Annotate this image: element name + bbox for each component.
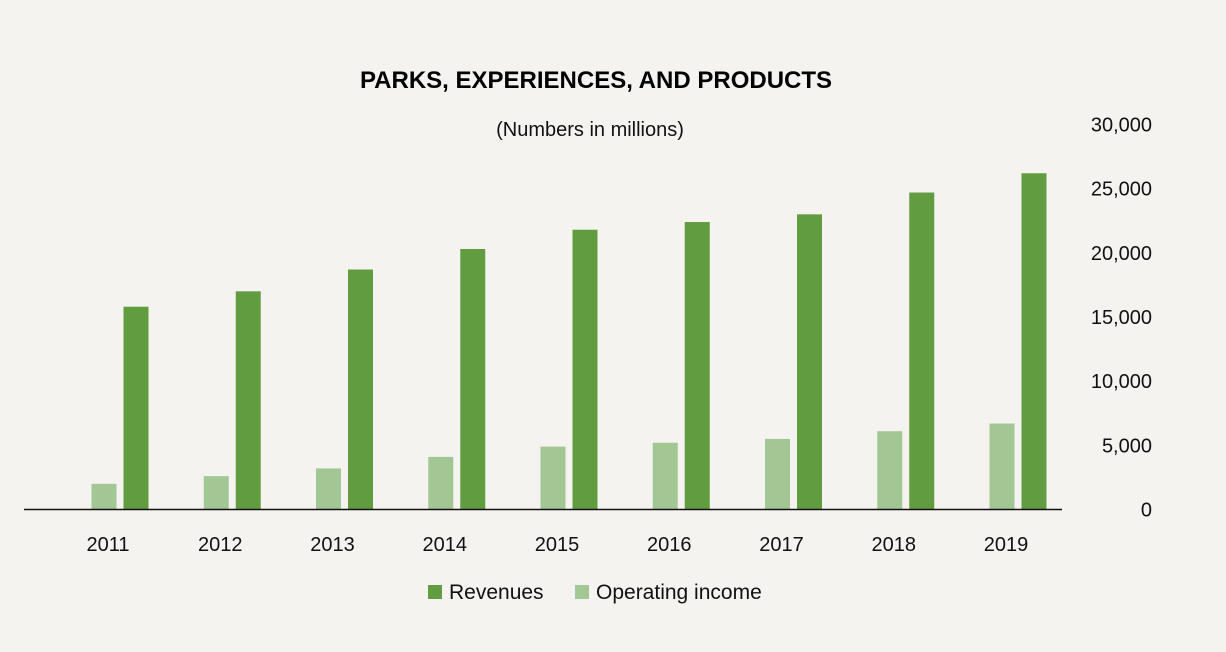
bar-operating-income-2017 [765, 438, 790, 510]
bar-operating-income-2016 [652, 442, 678, 510]
legend-swatch-revenues [428, 585, 442, 599]
chart-title: PARKS, EXPERIENCES, AND PRODUCTS [360, 67, 832, 94]
bar-revenues-2012 [235, 291, 261, 510]
y-tick-label: 10,000 [1091, 371, 1152, 393]
x-tick-label: 2011 [86, 534, 129, 556]
y-tick-label: 15,000 [1091, 307, 1152, 329]
bar-revenues-2017 [797, 214, 822, 510]
x-tick-label: 2017 [759, 534, 804, 556]
x-tick-label: 2019 [984, 534, 1029, 556]
legend-label-revenues: Revenues [449, 581, 544, 604]
bar-operating-income-2019 [989, 423, 1015, 510]
y-tick-labels: 0 5,000 10,000 15,000 20,000 25,000 30,000 [1091, 115, 1152, 522]
bar-revenues-2019 [1021, 173, 1047, 510]
x-tick-label: 2016 [647, 534, 692, 556]
x-tick-label: 2018 [872, 534, 917, 556]
bar-operating-income-2012 [203, 476, 229, 510]
bar-revenues-2013 [348, 269, 373, 510]
bar-operating-income-2014 [428, 456, 454, 510]
x-tick-label: 2013 [310, 534, 355, 556]
bar-revenues-2011 [123, 306, 149, 510]
bar-operating-income-2018 [877, 431, 903, 510]
legend-label-operating-income: Operating income [596, 581, 762, 604]
bar-operating-income-2013 [316, 468, 341, 510]
bar-revenues-2014 [460, 248, 486, 510]
bar-operating-income-2015 [540, 446, 566, 510]
y-tick-label: 20,000 [1091, 243, 1152, 265]
x-tick-label: 2014 [423, 534, 468, 556]
y-tick-label: 25,000 [1091, 179, 1152, 201]
y-tick-label: 0 [1141, 500, 1152, 522]
x-tick-labels: 2011 2012 2013 2014 2015 2016 2017 2018 2019 [86, 534, 1028, 556]
bar-operating-income-2011 [91, 483, 117, 510]
bars-group [91, 173, 1047, 510]
y-tick-label: 5,000 [1102, 435, 1152, 457]
chart-subtitle: (Numbers in millions) [496, 119, 684, 141]
legend-swatch-operating-income [575, 585, 589, 599]
y-tick-label: 30,000 [1091, 115, 1152, 137]
x-tick-label: 2015 [535, 534, 580, 556]
x-tick-label: 2012 [198, 534, 243, 556]
bar-revenues-2015 [572, 229, 598, 510]
bar-revenues-2018 [909, 192, 935, 510]
legend: Revenues Operating income [428, 581, 762, 604]
bar-revenues-2016 [684, 222, 710, 510]
